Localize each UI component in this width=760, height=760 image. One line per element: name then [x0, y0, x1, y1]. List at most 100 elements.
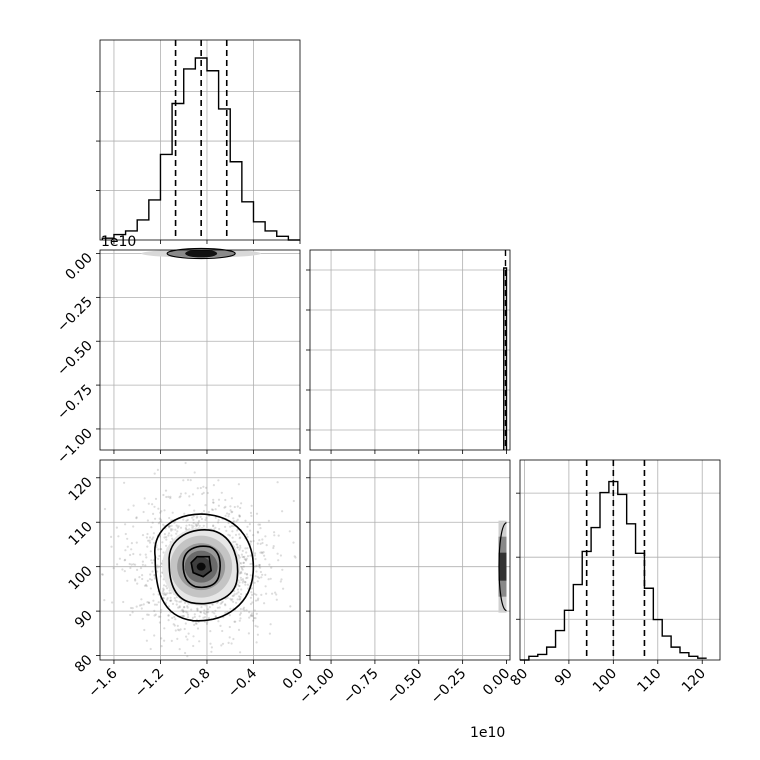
scatter-point — [219, 602, 222, 605]
scatter-point — [240, 562, 243, 565]
scatter-point — [143, 497, 146, 500]
scatter-point — [132, 552, 135, 556]
scatter-point — [208, 606, 211, 609]
scatter-point — [186, 655, 189, 658]
scatter-point — [236, 546, 239, 549]
scatter-point — [238, 613, 242, 616]
scatter-point — [217, 521, 220, 524]
scatter-point — [168, 592, 171, 595]
y-tick-label: −1.00 — [54, 425, 96, 467]
scatter-point — [212, 501, 215, 504]
scatter-point — [163, 592, 166, 595]
scatter-point — [162, 590, 165, 593]
x-tick-label: −0.50 — [384, 666, 426, 708]
scatter-point — [228, 513, 231, 516]
scatter-point — [147, 539, 150, 542]
scatter-point — [229, 525, 232, 528]
scatter-point — [280, 578, 283, 581]
scatter-point — [144, 564, 147, 567]
scatter-point — [245, 557, 248, 560]
scatter-point — [256, 625, 259, 628]
scatter-point — [184, 610, 187, 613]
panel-border — [309, 249, 511, 451]
scatter-point — [157, 615, 160, 618]
scatter-point — [236, 583, 239, 586]
scatter-point — [210, 646, 213, 649]
scatter-point — [192, 525, 195, 528]
scatter-point — [126, 545, 129, 548]
contour — [166, 247, 236, 260]
scatter-point — [152, 532, 155, 535]
scatter-point — [187, 632, 190, 635]
scatter-point — [158, 535, 161, 538]
scatter-point — [190, 608, 193, 611]
scatter-point — [158, 621, 161, 624]
scatter-point — [245, 559, 248, 562]
scatter-point — [205, 516, 208, 520]
scatter-point — [231, 536, 234, 539]
scatter-point — [226, 512, 229, 515]
scatter-point — [205, 610, 208, 614]
scatter-point — [112, 567, 115, 570]
x-tick-label: 100 — [590, 666, 620, 696]
scatter-point — [195, 516, 198, 519]
scatter-point — [163, 533, 166, 536]
scatter-point — [268, 563, 271, 566]
scatter-point — [177, 606, 180, 609]
x-tick-label: 90 — [552, 666, 576, 690]
scatter-point — [229, 597, 232, 601]
scatter-point — [188, 495, 191, 498]
scatter-point — [171, 528, 174, 531]
scatter-point — [169, 599, 172, 602]
scatter-point — [203, 616, 207, 619]
scatter-point — [147, 601, 150, 604]
scatter-point — [239, 607, 242, 611]
scatter-point — [229, 607, 232, 610]
scatter-point — [232, 600, 235, 603]
scatter-point — [233, 620, 236, 623]
panel-border — [519, 459, 721, 661]
scatter-point — [162, 551, 165, 554]
scatter-point — [234, 540, 237, 543]
scatter-point — [193, 615, 196, 619]
scatter-point — [250, 514, 253, 518]
scatter-point — [162, 523, 165, 526]
scatter-point — [240, 566, 243, 569]
scatter-point — [251, 593, 254, 597]
scatter-point — [250, 504, 253, 507]
scatter-point — [149, 587, 152, 590]
scatter-point — [238, 514, 241, 517]
scatter-point — [237, 579, 240, 582]
scatter-point — [151, 521, 154, 524]
scatter-point — [239, 544, 242, 547]
scatter-point — [246, 547, 249, 550]
scatter-point — [132, 525, 135, 528]
scatter-point — [256, 531, 260, 534]
scatter-point — [213, 612, 216, 615]
scatter-point — [153, 541, 156, 544]
scatter-point — [261, 573, 264, 576]
x-tick-label: 110 — [634, 666, 664, 696]
scatter-point — [130, 563, 133, 566]
scatter-point — [233, 593, 236, 596]
scatter-point — [229, 505, 232, 508]
scatter-point — [159, 611, 162, 614]
scatter-point — [129, 613, 132, 617]
scatter-point — [131, 607, 134, 610]
scatter-point — [121, 568, 124, 571]
scatter-point — [186, 606, 189, 609]
scatter-point — [153, 472, 156, 475]
scatter-point — [273, 534, 276, 537]
scatter-point — [178, 496, 181, 499]
scatter-point — [224, 525, 227, 529]
scatter-point — [176, 637, 179, 641]
scatter-point — [186, 605, 189, 608]
scatter-point — [199, 611, 203, 614]
scatter-point — [241, 555, 244, 559]
scatter-point — [141, 534, 145, 537]
scatter-point — [156, 566, 159, 569]
scatter-point — [255, 641, 258, 644]
scatter-point — [228, 614, 231, 617]
scatter-point — [246, 555, 250, 558]
scatter-point — [227, 521, 230, 525]
